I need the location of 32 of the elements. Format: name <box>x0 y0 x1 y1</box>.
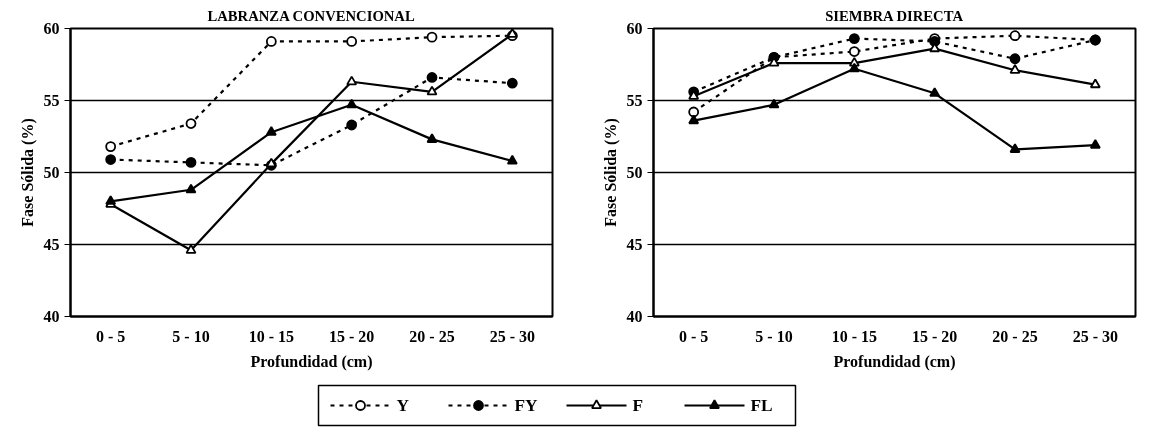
x-tick-label: 20 - 25 <box>409 327 455 345</box>
y-tick-label: 60 <box>626 20 643 37</box>
y-tick-label: 50 <box>43 164 60 181</box>
x-tick-label: 10 - 15 <box>248 327 294 345</box>
x-tick-label: 5 - 10 <box>755 327 793 345</box>
chart-title: LABRANZA CONVENCIONAL <box>207 7 415 24</box>
x-tick-label: 15 - 20 <box>912 327 958 345</box>
y-axis-title: Fase Sólida (%) <box>18 118 37 227</box>
y-tick-label: 40 <box>43 308 60 325</box>
y-tick-label: 45 <box>43 236 60 253</box>
x-tick-label: 25 - 30 <box>489 327 535 345</box>
x-tick-label: 15 - 20 <box>329 327 375 345</box>
y-tick-label: 60 <box>43 20 60 37</box>
x-axis-title: Profundidad (cm) <box>833 352 956 371</box>
y-tick-label: 50 <box>626 164 643 181</box>
legend-label: FY <box>514 396 539 415</box>
legend-label: F <box>632 396 644 415</box>
x-tick-label: 0 - 5 <box>96 327 126 345</box>
x-tick-label: 0 - 5 <box>679 327 709 345</box>
x-tick-label: 5 - 10 <box>172 327 210 345</box>
y-tick-label: 55 <box>43 92 60 109</box>
y-tick-label: 40 <box>626 308 643 325</box>
legend-label: Y <box>396 396 410 415</box>
x-axis-title: Profundidad (cm) <box>250 352 373 371</box>
legend-label: FL <box>750 396 773 415</box>
x-tick-label: 10 - 15 <box>831 327 877 345</box>
y-axis-title: Fase Sólida (%) <box>601 118 620 227</box>
y-tick-label: 45 <box>626 236 643 253</box>
x-tick-label: 25 - 30 <box>1072 327 1118 345</box>
x-tick-label: 20 - 25 <box>992 327 1038 345</box>
chart-title: SIEMBRA DIRECTA <box>825 7 964 24</box>
y-tick-label: 55 <box>626 92 643 109</box>
